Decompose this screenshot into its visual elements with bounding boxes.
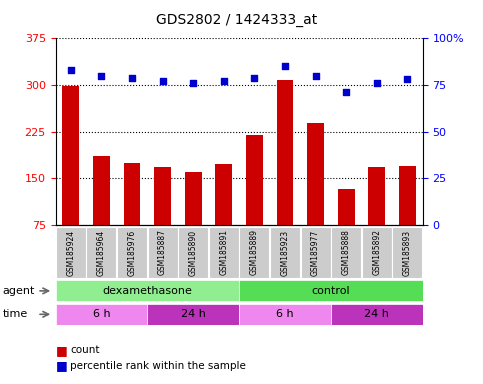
Bar xyxy=(56,304,147,325)
Bar xyxy=(277,80,293,271)
Point xyxy=(281,63,289,70)
Bar xyxy=(154,167,171,271)
Bar xyxy=(399,166,416,271)
Bar xyxy=(369,167,385,271)
Text: GDS2802 / 1424333_at: GDS2802 / 1424333_at xyxy=(156,13,317,27)
Point xyxy=(373,80,381,86)
Bar xyxy=(124,162,141,271)
Point xyxy=(403,76,411,83)
Text: GSM185964: GSM185964 xyxy=(97,229,106,276)
Bar xyxy=(185,172,201,271)
Text: GSM185889: GSM185889 xyxy=(250,230,259,275)
Point xyxy=(159,78,167,84)
Bar xyxy=(392,227,422,278)
Point xyxy=(128,74,136,81)
Bar xyxy=(240,227,270,278)
Bar xyxy=(117,227,147,278)
Text: dexamethasone: dexamethasone xyxy=(102,286,192,296)
Text: GSM185977: GSM185977 xyxy=(311,229,320,276)
Text: 6 h: 6 h xyxy=(93,309,110,319)
Bar xyxy=(300,227,330,278)
Text: control: control xyxy=(312,286,350,296)
Bar xyxy=(338,189,355,271)
Bar xyxy=(331,227,361,278)
Text: GSM185924: GSM185924 xyxy=(66,229,75,276)
Text: 24 h: 24 h xyxy=(181,309,206,319)
Bar xyxy=(56,227,86,278)
Text: GSM185976: GSM185976 xyxy=(128,229,137,276)
Bar xyxy=(93,156,110,271)
Point xyxy=(220,78,227,84)
Bar xyxy=(307,123,324,271)
Bar xyxy=(215,164,232,271)
Text: ■: ■ xyxy=(56,344,67,357)
Text: percentile rank within the sample: percentile rank within the sample xyxy=(70,361,246,371)
Text: GSM185893: GSM185893 xyxy=(403,229,412,276)
Text: GSM185891: GSM185891 xyxy=(219,230,228,275)
Text: 6 h: 6 h xyxy=(276,309,294,319)
Text: 24 h: 24 h xyxy=(364,309,389,319)
Text: GSM185890: GSM185890 xyxy=(189,229,198,276)
Text: GSM185892: GSM185892 xyxy=(372,230,381,275)
Text: GSM185923: GSM185923 xyxy=(281,229,289,276)
Text: ■: ■ xyxy=(56,359,67,372)
Point xyxy=(98,73,105,79)
Point xyxy=(67,67,75,73)
Point xyxy=(189,80,197,86)
Bar xyxy=(270,227,300,278)
Bar xyxy=(56,280,239,301)
Bar xyxy=(148,227,178,278)
Point xyxy=(251,74,258,81)
Bar xyxy=(209,227,239,278)
Text: time: time xyxy=(2,309,28,319)
Bar xyxy=(147,304,239,325)
Bar xyxy=(362,227,392,278)
Bar xyxy=(239,280,423,301)
Text: GSM185888: GSM185888 xyxy=(341,230,351,275)
Text: agent: agent xyxy=(2,286,35,296)
Bar xyxy=(178,227,208,278)
Bar xyxy=(246,135,263,271)
Bar xyxy=(239,304,331,325)
Point xyxy=(342,89,350,96)
Text: count: count xyxy=(70,345,99,355)
Bar xyxy=(86,227,116,278)
Bar xyxy=(62,86,79,271)
Point xyxy=(312,73,319,79)
Text: GSM185887: GSM185887 xyxy=(158,230,167,275)
Bar xyxy=(331,304,423,325)
